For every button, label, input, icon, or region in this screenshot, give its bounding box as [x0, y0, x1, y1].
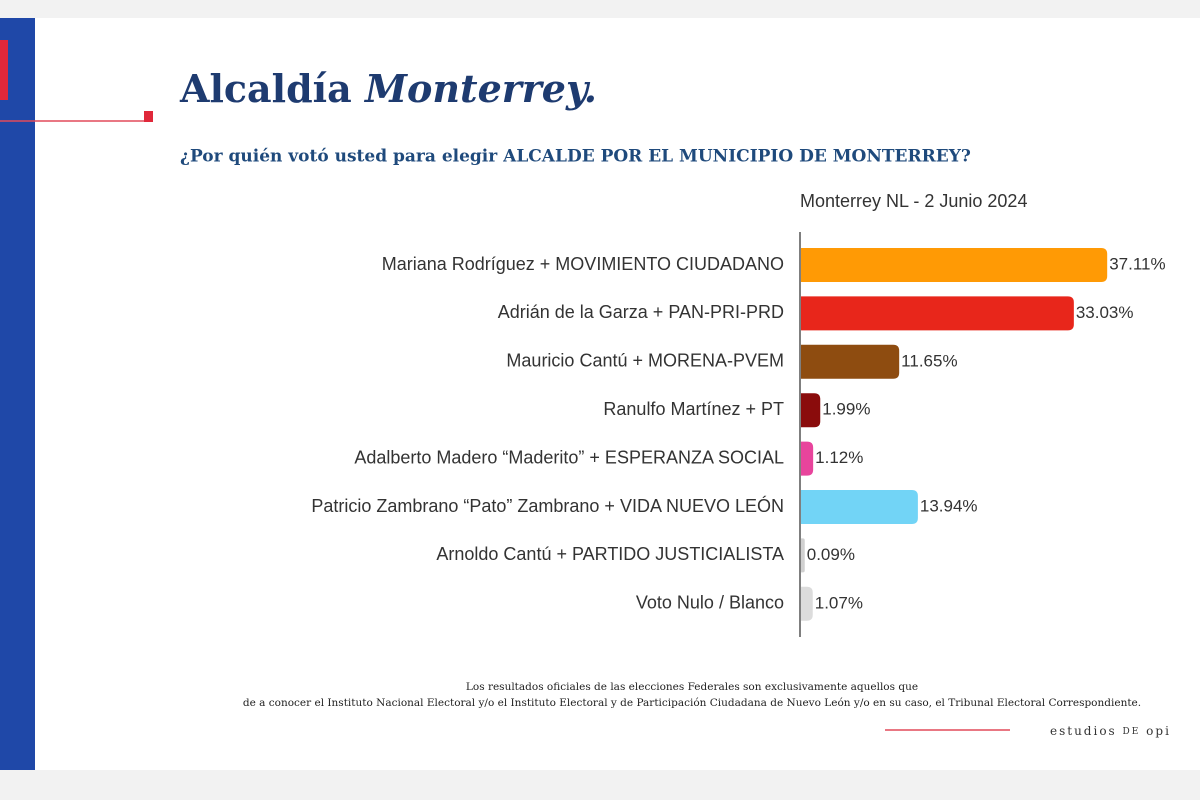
side-accent — [0, 40, 8, 100]
footnote: Los resultados oficiales de las eleccion… — [466, 681, 918, 693]
value-label: 33.03% — [1076, 303, 1134, 322]
footnote: de a conocer el Instituto Nacional Elect… — [243, 697, 1141, 709]
category-label: Ranulfo Martínez + PT — [603, 399, 784, 419]
bar — [801, 441, 814, 476]
category-label: Mauricio Cantú + MORENA-PVEM — [506, 351, 784, 371]
chart-subtitle: ¿Por quién votó usted para elegir ALCALD… — [180, 147, 971, 167]
value-label: 13.94% — [920, 496, 978, 515]
bar — [801, 538, 805, 573]
value-label: 1.99% — [822, 400, 870, 419]
value-label: 1.12% — [815, 448, 863, 467]
brand: estudios DE opi — [1050, 724, 1171, 738]
slide-background — [0, 18, 1200, 770]
category-label: Arnoldo Cantú + PARTIDO JUSTICIALISTA — [436, 544, 784, 564]
brand-word: estudios — [1050, 724, 1117, 738]
category-label: Adalberto Madero “Maderito” + ESPERANZA … — [354, 447, 784, 467]
series-label: Monterrey NL - 2 Junio 2024 — [800, 191, 1027, 211]
value-label: 11.65% — [901, 351, 957, 370]
bar — [801, 490, 918, 524]
brand-word: DE — [1123, 727, 1141, 737]
bar — [801, 248, 1108, 282]
title-emphasis: Monterrey. — [363, 66, 597, 111]
chart-title: Alcaldía Monterrey. — [179, 66, 597, 111]
bar — [801, 586, 813, 621]
value-label: 1.07% — [815, 593, 863, 612]
bar — [801, 393, 821, 428]
value-label: 0.09% — [807, 545, 855, 564]
category-label: Voto Nulo / Blanco — [636, 593, 784, 613]
side-strip — [0, 18, 35, 770]
bar — [801, 296, 1074, 331]
title-rule-mark — [144, 111, 153, 122]
category-label: Patricio Zambrano “Pato” Zambrano + VIDA… — [311, 495, 784, 516]
value-label: 37.11% — [1109, 254, 1165, 273]
category-label: Mariana Rodríguez + MOVIMIENTO CIUDADANO — [382, 254, 784, 274]
bar — [801, 344, 900, 379]
category-label: Adrián de la Garza + PAN-PRI-PRD — [498, 302, 784, 322]
title-main: Alcaldía — [179, 66, 352, 111]
brand-word: opi — [1146, 724, 1171, 738]
